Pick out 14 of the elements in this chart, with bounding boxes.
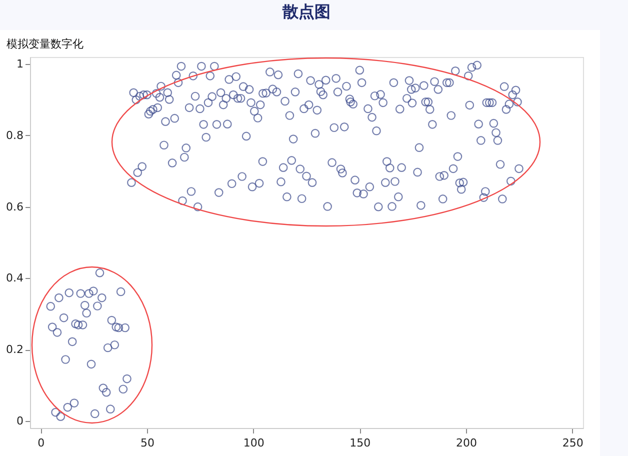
y-tick-label: 0.2 xyxy=(6,343,24,356)
y-axis-title: 模拟变量数字化 xyxy=(6,38,84,50)
chart-title: 散点图 xyxy=(282,2,330,21)
y-tick-label: 0.6 xyxy=(6,200,24,214)
y-tick-label: 0.8 xyxy=(6,128,24,142)
y-tick-label: 1 xyxy=(16,58,24,71)
x-tick-label: 250 xyxy=(562,436,584,450)
x-tick-label: 100 xyxy=(243,436,264,450)
x-tick-label: 0 xyxy=(38,436,45,450)
x-tick-label: 150 xyxy=(350,436,371,450)
y-tick-label: 0.4 xyxy=(6,272,24,285)
y-tick-label: 0 xyxy=(16,414,24,428)
x-tick-label: 200 xyxy=(456,436,478,450)
x-tick-label: 50 xyxy=(140,436,154,450)
